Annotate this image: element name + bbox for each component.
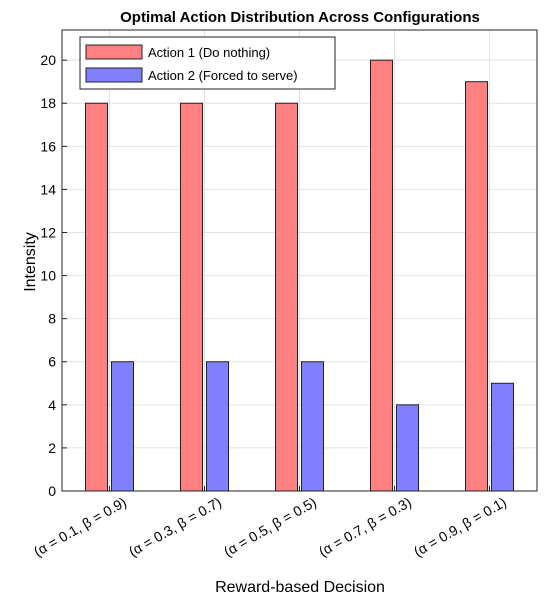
- y-tick-labels: 0 2 4 6 8 10 12 14 16 18 20: [40, 52, 67, 499]
- legend-swatch-action-1: [85, 44, 143, 60]
- y-axis-label: Intensity: [22, 232, 39, 292]
- legend-swatch-action-2: [85, 67, 143, 83]
- legend-label-action-1: Action 1 (Do nothing): [148, 45, 270, 60]
- legend-label-action-2: Action 2 (Forced to serve): [148, 68, 298, 83]
- bar-series-1: [85, 102, 108, 492]
- y-tick-label: 12: [40, 224, 56, 240]
- bar-series-1: [275, 102, 298, 492]
- y-tick-label: 18: [40, 95, 56, 111]
- legend: Action 1 (Do nothing) Action 2 (Forced t…: [79, 36, 336, 90]
- bars: [85, 59, 514, 492]
- chart-title: Optimal Action Distribution Across Confi…: [120, 9, 480, 26]
- y-tick-label: 6: [48, 354, 56, 370]
- y-tick-label: 20: [40, 52, 56, 68]
- bar-series-2: [396, 404, 419, 492]
- bar-series-1: [370, 59, 393, 492]
- y-tick-label: 0: [48, 483, 56, 499]
- y-tick-label: 16: [40, 138, 56, 154]
- y-tick-label: 14: [40, 181, 56, 197]
- bar-series-1: [465, 81, 488, 492]
- bar-series-2: [111, 361, 134, 492]
- y-tick-label: 2: [48, 440, 56, 456]
- y-tick-label: 4: [48, 397, 56, 413]
- bar-series-2: [491, 382, 514, 492]
- x-axis-label: Reward-based Decision: [215, 579, 385, 596]
- bar-series-1: [180, 102, 203, 492]
- bar-series-2: [206, 361, 229, 492]
- y-tick-label: 10: [40, 268, 56, 284]
- bar-series-2: [301, 361, 324, 492]
- y-tick-label: 8: [48, 311, 56, 327]
